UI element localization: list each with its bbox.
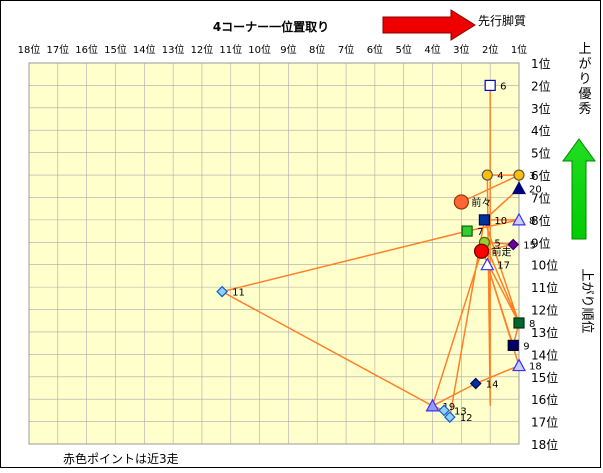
data-label: 15 (523, 241, 536, 252)
x-tick-label: 2位 (482, 43, 498, 56)
y-right-label: 上がり順位 (579, 268, 594, 333)
x-tick-label: 16位 (75, 43, 98, 56)
x-tick-label: 15位 (104, 43, 127, 56)
y-tick-label: 13位 (531, 325, 558, 340)
y-tick-label: 5位 (531, 146, 551, 161)
data-label: 11 (232, 288, 245, 299)
x-tick-label: 12位 (191, 43, 214, 56)
data-label: 3 (529, 171, 535, 182)
x-tick-label: 3位 (453, 43, 469, 56)
y-tick-label: 6位 (531, 168, 551, 183)
data-point-circle (481, 169, 493, 181)
data-point-diamond (216, 285, 228, 298)
data-label: 18 (529, 362, 542, 373)
data-point-square (484, 79, 496, 92)
x-tick-label: 8位 (309, 43, 325, 56)
x-tick-label: 17位 (46, 43, 69, 56)
chart-title: 4コーナー一位置取り (213, 19, 329, 34)
grid-lines (28, 62, 520, 445)
data-point-circle (473, 243, 490, 259)
data-label: 8 (529, 319, 535, 330)
x-tick-label: 10位 (248, 43, 271, 56)
data-point-triangle (480, 257, 495, 271)
y-top-label: 上がり優秀 (578, 42, 591, 117)
y-tick-label: 4位 (531, 123, 551, 138)
y-tick-label: 14位 (531, 347, 558, 362)
data-point-triangle (511, 358, 527, 372)
front-runner-arrow-icon (382, 9, 476, 41)
data-point-square (507, 339, 519, 351)
y-tick-label: 10位 (531, 258, 558, 273)
x-tick-label: 1位 (511, 43, 527, 56)
data-point-square (461, 225, 473, 237)
data-label: 12 (460, 413, 473, 424)
data-point-square (513, 317, 525, 329)
y-tick-label: 17位 (531, 415, 558, 430)
x-tick-label: 11位 (219, 43, 242, 56)
data-label: 17 (497, 261, 510, 272)
y-tick-label: 3位 (531, 101, 551, 116)
y-tick-label: 18位 (531, 437, 558, 452)
x-tick-label: 14位 (133, 43, 156, 56)
data-label: 8 (529, 216, 535, 227)
footnote: 赤色ポイントは近3走 (63, 452, 179, 466)
data-point-square (478, 214, 491, 226)
x-tick-label: 7位 (338, 43, 354, 56)
plot-area (28, 62, 520, 445)
data-label: 6 (500, 81, 506, 92)
x-tick-label: 9位 (280, 43, 296, 56)
data-point-triangle (425, 398, 440, 412)
data-label: 7 (477, 227, 483, 238)
data-label: 13 (454, 406, 467, 417)
data-point-diamond (438, 404, 450, 417)
data-point-diamond (443, 411, 456, 423)
data-label: 20 (529, 185, 542, 196)
y-tick-label: 2位 (531, 78, 551, 93)
x-tick-labels: 18位 17位 16位 15位 14位 13位 12位 11位 10位 9位 8位 7位 6位 5位 4位 3… (18, 43, 528, 56)
x-tick-label: 13位 (162, 43, 185, 56)
y-tick-label: 15位 (531, 370, 558, 385)
y-tick-labels: 1位 2位 3位 4位 5位 6位 7位 8位 9位 10位 11位 12位 13位 14位 15位 16位 1… (531, 56, 558, 452)
data-label: 19 (443, 402, 456, 413)
data-point-circle (453, 194, 469, 210)
x-tick-label: 18位 (18, 43, 41, 56)
data-point-triangle (511, 181, 527, 195)
y-tick-label: 16位 (531, 392, 558, 407)
data-label: 前走 (492, 245, 512, 258)
data-label: 4 (497, 171, 503, 182)
data-point-circle (513, 169, 525, 181)
data-label: 5 (494, 238, 500, 249)
y-tick-label: 7位 (531, 190, 551, 205)
data-label: 9 (523, 341, 529, 352)
data-point-diamond (507, 238, 520, 251)
x-direction-label: 先行脚質 (478, 13, 526, 28)
x-tick-label: 6位 (367, 43, 383, 56)
y-tick-label: 8位 (531, 213, 551, 228)
data-point-triangle (511, 212, 527, 226)
y-tick-label: 11位 (531, 280, 558, 295)
closing-speed-arrow-icon (562, 138, 596, 240)
data-label: 14 (486, 379, 499, 390)
data-label: 10 (494, 216, 507, 227)
y-tick-label: 12位 (531, 303, 558, 318)
data-point-diamond (469, 377, 482, 390)
y-tick-label: 9位 (531, 235, 551, 250)
data-label: 前々 (471, 196, 491, 209)
x-tick-label: 4位 (424, 43, 440, 56)
y-tick-label: 1位 (531, 56, 551, 71)
x-tick-label: 5位 (396, 43, 412, 56)
